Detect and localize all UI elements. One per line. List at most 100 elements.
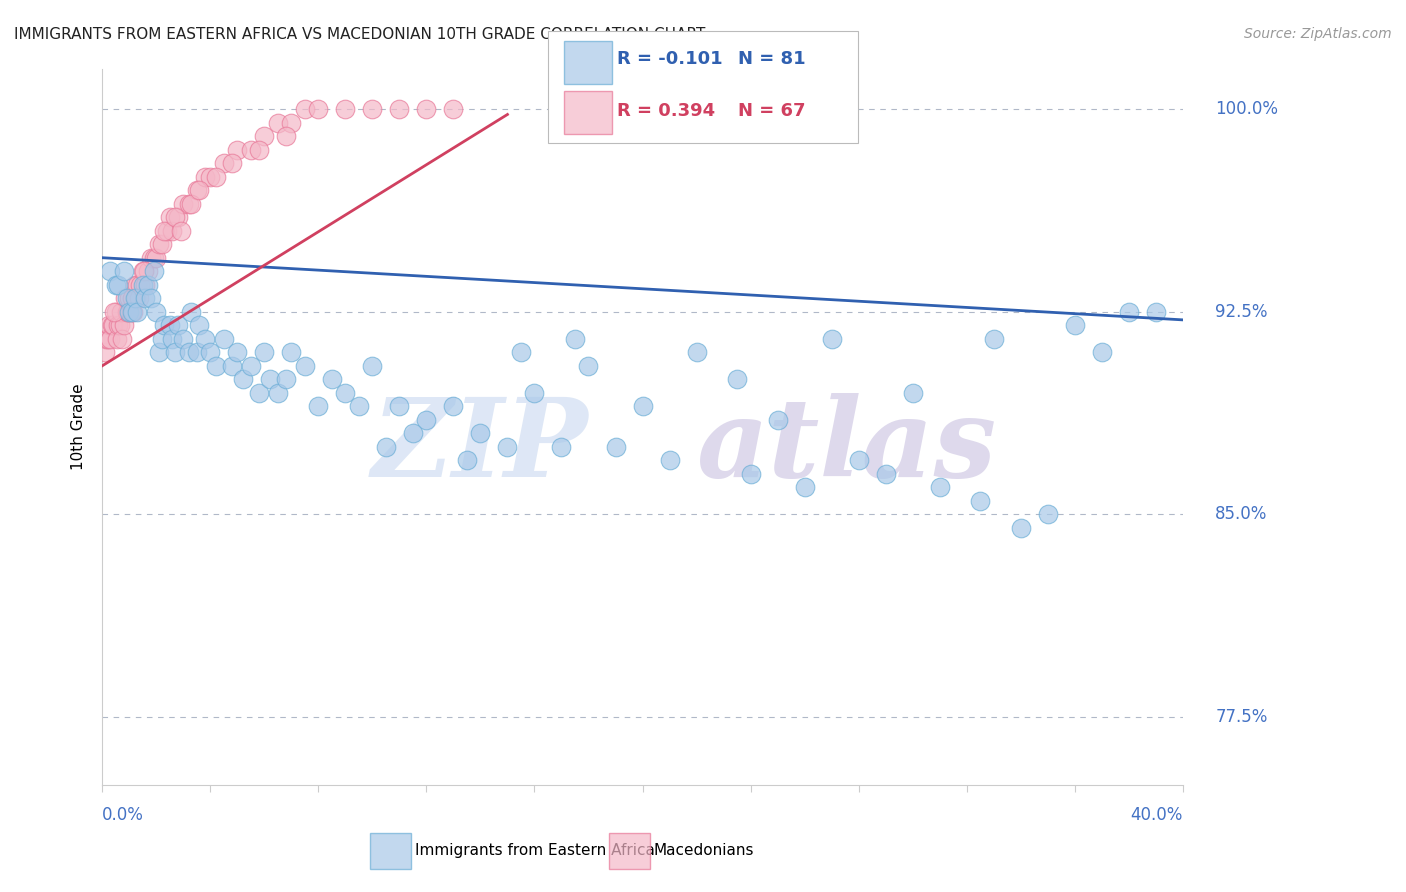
Point [112, 318, 135, 333]
Point [274, 372, 297, 386]
Point [740, 467, 762, 481]
Point [1010, 521, 1032, 535]
Point [658, 453, 681, 467]
Point [153, 224, 176, 238]
Point [122, 305, 145, 319]
Point [145, 305, 167, 319]
Point [212, 156, 235, 170]
Point [605, 440, 627, 454]
Point [253, 345, 276, 359]
Point [766, 413, 789, 427]
Point [96, 332, 118, 346]
Point [112, 264, 135, 278]
Point [321, 372, 343, 386]
Point [685, 345, 707, 359]
Point [156, 224, 179, 238]
Point [239, 359, 262, 373]
Point [307, 400, 329, 414]
Point [239, 143, 262, 157]
Point [159, 210, 181, 224]
Point [142, 251, 165, 265]
Point [335, 385, 357, 400]
Point [132, 264, 155, 278]
Point [110, 305, 132, 319]
Point [120, 305, 142, 319]
Point [166, 318, 188, 333]
Point [101, 318, 124, 333]
Point [124, 277, 146, 292]
Point [564, 332, 586, 346]
Point [820, 332, 842, 346]
Point [169, 224, 191, 238]
Point [280, 345, 302, 359]
Point [148, 345, 170, 359]
Point [415, 102, 437, 116]
Point [177, 345, 200, 359]
Point [928, 480, 950, 494]
Text: 0.0%: 0.0% [103, 806, 143, 824]
Point [104, 277, 127, 292]
Point [550, 440, 572, 454]
Point [166, 210, 188, 224]
Point [98, 264, 121, 278]
Text: Source: ZipAtlas.com: Source: ZipAtlas.com [1244, 27, 1392, 41]
Point [136, 277, 159, 292]
Point [221, 359, 243, 373]
Point [496, 440, 519, 454]
Point [134, 277, 156, 292]
Point [631, 400, 654, 414]
Point [127, 277, 149, 292]
Point [374, 440, 396, 454]
Point [388, 400, 411, 414]
Point [523, 385, 546, 400]
Point [128, 291, 150, 305]
Point [1144, 305, 1167, 319]
Point [200, 169, 222, 184]
Point [165, 210, 187, 224]
Text: ZIP: ZIP [371, 393, 589, 500]
Point [153, 318, 176, 333]
Point [294, 359, 316, 373]
Point [415, 413, 437, 427]
Text: 77.5%: 77.5% [1215, 708, 1268, 726]
Point [1118, 305, 1140, 319]
Point [150, 332, 173, 346]
Point [307, 102, 329, 116]
Point [121, 305, 143, 319]
Point [115, 291, 138, 305]
Point [793, 480, 815, 494]
Point [247, 385, 270, 400]
Text: atlas: atlas [696, 393, 997, 500]
Point [180, 196, 202, 211]
Point [114, 291, 136, 305]
Point [294, 102, 316, 116]
Point [510, 345, 533, 359]
Point [104, 305, 127, 319]
Point [139, 251, 162, 265]
Text: 92.5%: 92.5% [1215, 302, 1268, 321]
Point [267, 115, 290, 129]
Point [150, 237, 173, 252]
Text: IMMIGRANTS FROM EASTERN AFRICA VS MACEDONIAN 10TH GRADE CORRELATION CHART: IMMIGRANTS FROM EASTERN AFRICA VS MACEDO… [14, 27, 706, 42]
Point [188, 318, 211, 333]
Point [456, 453, 478, 467]
Point [108, 318, 131, 333]
Text: N = 67: N = 67 [738, 102, 806, 120]
Point [107, 277, 129, 292]
Point [221, 156, 243, 170]
Point [204, 359, 226, 373]
Point [136, 264, 159, 278]
Point [134, 291, 156, 305]
Point [1091, 345, 1114, 359]
Point [280, 115, 302, 129]
Point [118, 305, 141, 319]
Point [94, 345, 117, 359]
Point [1036, 508, 1059, 522]
Point [212, 332, 235, 346]
Point [142, 264, 165, 278]
Point [100, 318, 122, 333]
Point [983, 332, 1005, 346]
Text: Macedonians: Macedonians [654, 844, 754, 858]
Point [97, 332, 120, 346]
Point [145, 251, 167, 265]
